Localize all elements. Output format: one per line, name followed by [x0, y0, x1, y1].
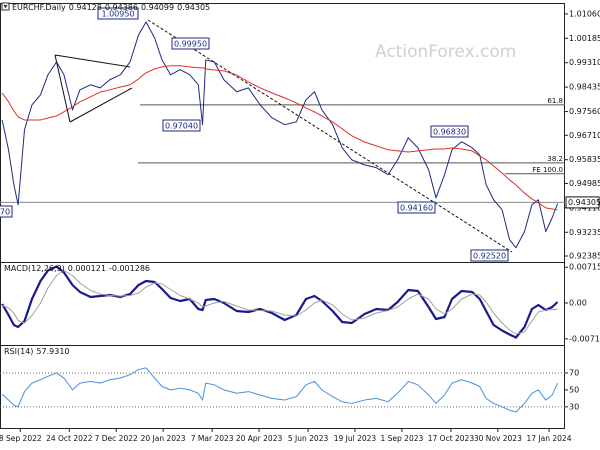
series-line: [1, 265, 559, 339]
annotation: 70: [0, 208, 10, 217]
y-tick-label: 30: [569, 402, 579, 411]
y-tick-label: 0.00: [569, 299, 587, 308]
signal-last: -0.001286: [109, 264, 150, 273]
y-tick-label: 70: [569, 368, 579, 377]
annotation-box: [470, 249, 509, 262]
x-tick-label: 17 Oct 2023: [428, 434, 475, 443]
annotation-box: [430, 125, 469, 138]
x-tick-label: 24 Oct 2022: [46, 434, 93, 443]
x-tick-label: 1 Sep 2023: [381, 434, 424, 443]
level-label: 38.2: [547, 155, 563, 163]
rsi-last: 57.9310: [36, 347, 69, 356]
rsi-header: RSI(14) 57.9310: [4, 347, 70, 356]
ohlc: 0.94386: [105, 3, 138, 12]
ohlc: 0.94128: [69, 3, 102, 12]
x-tick-label: 17 Jan 2024: [527, 434, 572, 443]
title: RSI(14): [4, 347, 33, 356]
series-line: [1, 367, 558, 413]
series-line: [1, 65, 558, 211]
annotation: 0.94160: [400, 204, 433, 213]
x-tick-label: 30 Nov 2023: [474, 434, 522, 443]
y-tick-label: -0.007173: [569, 334, 600, 343]
level-label: FE 100.0: [532, 166, 563, 174]
panels: 1.01060 1.00185 0.99310 0.98435 0.97560 0.967…: [0, 3, 600, 443]
annotation: 0.97040: [165, 122, 198, 131]
x-tick-label: 7 Dec 2022: [95, 434, 138, 443]
ohlc: 0.94099: [141, 3, 174, 12]
panel-frame: [0, 345, 565, 429]
x-tick-label: 7 Mar 2023: [191, 434, 234, 443]
x-tick-label: 5 Jun 2023: [288, 434, 329, 443]
level-label: 61.8: [547, 97, 563, 105]
annotation: 1.00950: [101, 10, 134, 19]
y-tick-label: 0.99310: [569, 58, 600, 67]
ohlc: 0.94305: [177, 3, 210, 12]
series-line: [1, 21, 559, 249]
annotation: 0.92520: [473, 252, 506, 261]
y-tick-label: 0.96710: [569, 131, 600, 140]
macd-header: MACD(12,26,9) 0.000121 -0.001286: [4, 264, 150, 273]
y-tick-label: 0.95835: [569, 155, 600, 164]
y-tick-label: 0.94985: [569, 179, 600, 188]
triangle-line: [54, 54, 71, 123]
title: MACD(12,26,9): [4, 264, 65, 273]
annotation: 0.96830: [433, 128, 466, 137]
triangle-line: [69, 87, 133, 123]
annotation-box: [97, 7, 139, 20]
y-tick-label: 0.93235: [569, 228, 600, 237]
trend-line: [147, 19, 513, 253]
title: EURCHF.Daily: [12, 3, 66, 12]
triangle-line: [54, 54, 131, 68]
y-tick-label: 0.97560: [569, 107, 600, 116]
annotations: 1.00950 0.99950 0.97040 0.96830 0.94160 …: [0, 7, 509, 262]
y-tick-label: 1.01060: [569, 9, 600, 18]
price-header: EURCHF.Daily 0.94128 0.94386 0.94099 0.94305: [12, 3, 210, 12]
annotation: 0.99950: [174, 40, 207, 49]
y-tick-label: 50: [569, 385, 579, 394]
annotation-box: [171, 37, 210, 50]
x-tick-label: 20 Jan 2023: [141, 434, 186, 443]
macd-last: 0.000121: [68, 264, 106, 273]
x-tick-label: 19 Jul 2023: [334, 434, 377, 443]
series-line: [1, 270, 558, 335]
y-tick-label: 1.00185: [569, 34, 600, 43]
annotation-box: [162, 119, 201, 132]
y-tick-label: 0.98435: [569, 83, 600, 92]
last-price-box: [565, 196, 600, 209]
x-tick-label: 8 Sep 2022: [0, 434, 42, 443]
last-price-label: 0.94305: [568, 198, 600, 207]
x-tick-label: 20 Apr 2023: [236, 434, 283, 443]
header-icon: [3, 5, 8, 9]
y-tick-label: 0.92385: [569, 251, 600, 260]
watermark: ActionForex.com: [375, 42, 516, 62]
annotation-box: [397, 201, 436, 214]
annotation-box: [0, 205, 13, 218]
y-tick-label: 0.007159: [569, 263, 600, 272]
